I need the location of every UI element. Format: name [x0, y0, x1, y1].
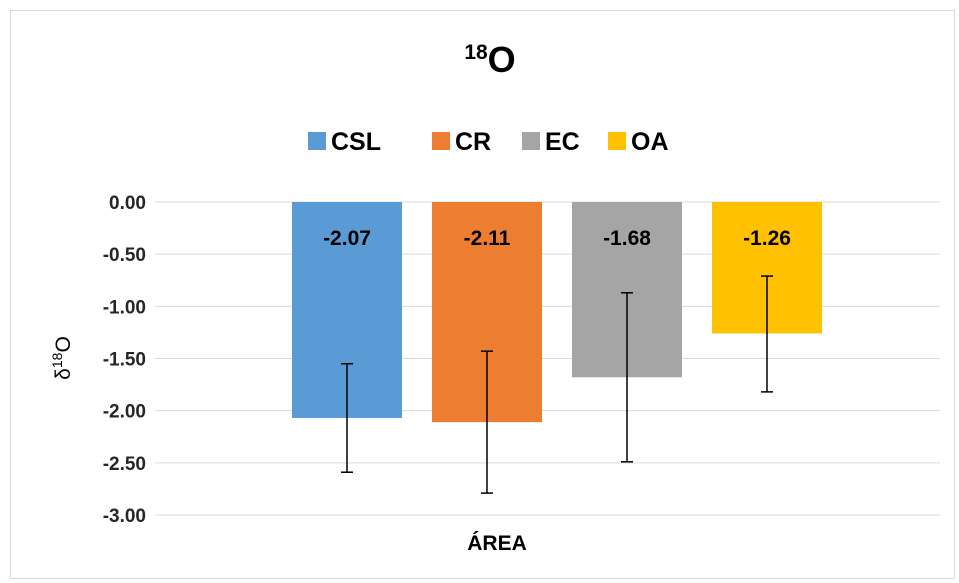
error-bars — [341, 275, 773, 494]
y-axis-title-prefix: δ — [52, 368, 75, 380]
x-axis-title: ÁREA — [467, 532, 527, 555]
legend-label-ec: EC — [545, 128, 580, 156]
legend-label-oa: OA — [631, 128, 669, 156]
y-axis-ticks: 0.00 -0.50 -1.00 -1.50 -2.00 -2.50 -3.00 — [103, 193, 146, 527]
data-label-cr: -2.11 — [464, 227, 511, 250]
legend-label-csl: CSL — [331, 128, 381, 156]
y-tick-label: -3.00 — [103, 506, 146, 527]
chart-title: 18O — [464, 39, 515, 80]
legend-label-cr: CR — [455, 128, 491, 156]
y-axis-title: δ18O — [49, 336, 75, 380]
y-axis-title-superscript: 18 — [49, 352, 65, 368]
chart-title-main: O — [488, 39, 516, 80]
chart-title-superscript: 18 — [464, 41, 488, 64]
data-label-csl: -2.07 — [323, 227, 371, 250]
y-tick-label: -1.50 — [103, 350, 146, 371]
data-label-ec: -1.68 — [603, 227, 651, 250]
legend-swatch-csl — [308, 132, 326, 150]
y-axis-title-main: O — [52, 336, 75, 352]
data-labels: -2.07 -2.11 -1.68 -1.26 — [323, 227, 791, 250]
y-tick-label: -2.50 — [103, 454, 146, 475]
legend-swatch-cr — [432, 132, 450, 150]
bars — [292, 202, 822, 423]
legend-swatch-oa — [608, 132, 626, 150]
data-label-oa: -1.26 — [743, 227, 791, 250]
legend-swatch-ec — [522, 132, 540, 150]
gridlines — [155, 201, 940, 516]
legend: CSL CR EC OA — [308, 128, 669, 156]
y-tick-label: -0.50 — [103, 245, 146, 266]
y-tick-label: 0.00 — [109, 193, 146, 214]
y-tick-label: -2.00 — [103, 402, 146, 423]
y-tick-label: -1.00 — [103, 297, 146, 318]
